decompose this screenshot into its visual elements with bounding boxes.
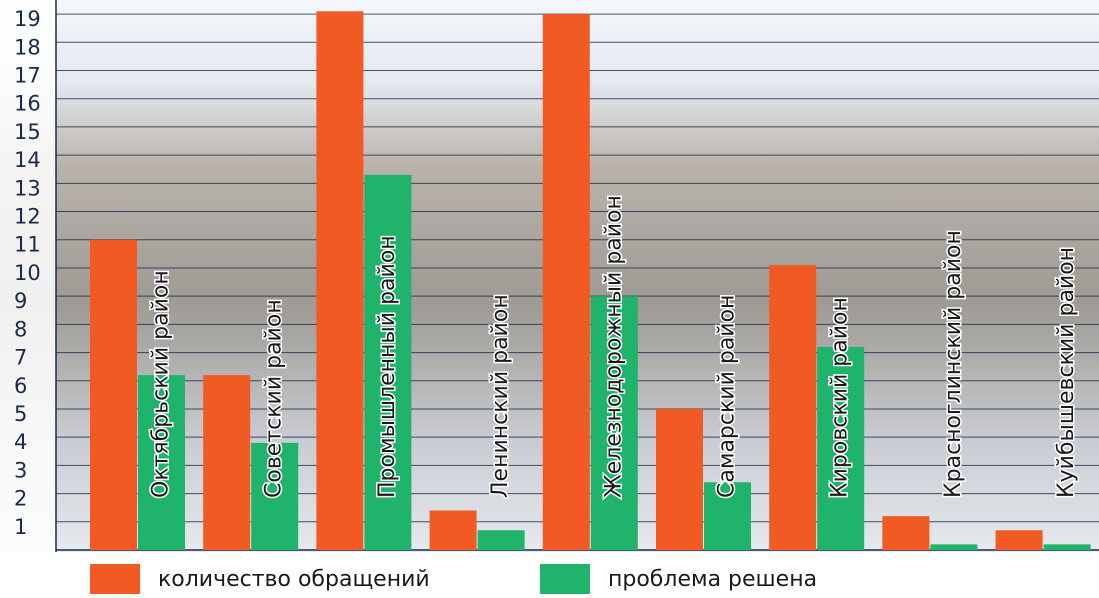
y-tick-label: 11: [14, 233, 41, 257]
y-tick-label: 15: [14, 120, 41, 144]
bar: [478, 530, 525, 550]
category-label: Кировский район: [828, 297, 853, 498]
y-tick-label: 18: [14, 35, 41, 59]
chart: 12345678910111213141516171819Октябрьский…: [0, 0, 1099, 598]
y-tick-label: 2: [14, 487, 27, 511]
y-tick-label: 12: [14, 205, 41, 229]
bar: [656, 409, 703, 550]
y-tick-label: 5: [14, 402, 27, 426]
category-label: Ленинский район: [488, 294, 513, 498]
bar: [996, 530, 1043, 550]
y-tick-label: 1: [14, 515, 27, 539]
legend-label: проблема решена: [608, 567, 817, 592]
y-tick-label: 10: [14, 261, 41, 285]
bar: [543, 14, 590, 550]
y-tick-label: 9: [14, 289, 27, 313]
y-tick-label: 7: [14, 346, 27, 370]
bar: [769, 265, 816, 550]
bar: [430, 511, 477, 550]
y-tick-label: 6: [14, 374, 27, 398]
y-tick-label: 4: [14, 430, 27, 454]
category-label: Железнодорожный район: [601, 195, 626, 498]
y-tick-label: 14: [14, 148, 41, 172]
category-label: Октябрьский район: [149, 270, 174, 498]
category-label: Советский район: [262, 299, 287, 498]
bar: [90, 240, 137, 550]
y-tick-label: 17: [14, 64, 41, 88]
bar: [203, 375, 250, 550]
bar: [316, 11, 363, 550]
category-label: Красноглинский район: [941, 230, 966, 498]
category-label: Куйбышевский район: [1054, 247, 1079, 498]
legend-label: количество обращений: [158, 567, 430, 592]
y-tick-label: 19: [14, 7, 41, 31]
y-tick-label: 13: [14, 176, 41, 200]
category-label: Промышленный район: [375, 235, 400, 498]
bar: [930, 544, 977, 550]
y-tick-label: 16: [14, 92, 41, 116]
y-tick-label: 3: [14, 458, 27, 482]
legend-swatch: [540, 564, 590, 594]
y-tick-label: 8: [14, 317, 27, 341]
category-label: Самарский район: [715, 295, 740, 498]
bar: [1044, 544, 1091, 550]
bar: [882, 516, 929, 550]
legend-swatch: [90, 564, 140, 594]
